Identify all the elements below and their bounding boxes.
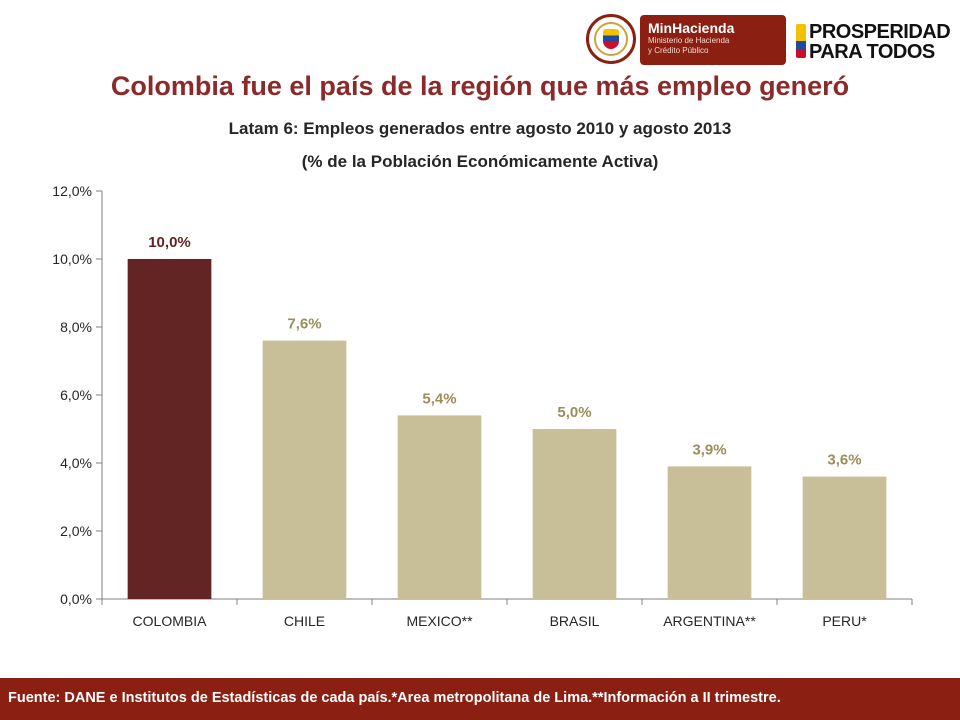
data-label: 10,0% [148, 234, 191, 251]
seal-shield-icon [603, 29, 619, 49]
x-tick-label: BRASIL [550, 613, 600, 629]
x-tick-label: COLOMBIA [133, 613, 208, 629]
bar-chart: 0,0% 2,0% 4,0% 6,0% 8,0% 10,0% 12,0% 10,0% COLOM… [52, 183, 913, 629]
ministry-subtitle-2: y Crédito Público [648, 46, 709, 55]
slogan-line-1: PROSPERIDAD [809, 21, 951, 43]
bar [262, 340, 347, 599]
y-tick-label: 12,0% [52, 183, 92, 199]
y-tick-label: 2,0% [60, 523, 92, 539]
x-tick-label: ARGENTINA** [663, 613, 756, 629]
data-label: 7,6% [287, 316, 321, 333]
bar [532, 429, 617, 599]
ministry-name: MinHacienda [648, 20, 735, 36]
ministry-subtitle-1: Ministerio de Hacienda [648, 36, 730, 45]
x-tick-label: MEXICO** [406, 613, 473, 629]
seal-ring [594, 22, 628, 56]
bar [397, 415, 482, 599]
y-tick-label: 0,0% [60, 591, 92, 607]
y-tick-label: 10,0% [52, 251, 92, 267]
chart-title: Latam 6: Empleos generados entre agosto … [228, 119, 732, 138]
x-tick-label: CHILE [284, 613, 325, 629]
data-label: 5,0% [557, 404, 591, 421]
y-tick-label: 4,0% [60, 455, 92, 471]
y-tick-label: 8,0% [60, 319, 92, 335]
chart-subtitle: (% de la Población Económicamente Activa… [301, 152, 659, 171]
prosperidad-logo: PROSPERIDAD PARA TODOS [796, 18, 952, 64]
y-tick-label: 6,0% [60, 387, 92, 403]
x-tick-label: PERU* [822, 613, 867, 629]
colombia-seal-logo [586, 14, 636, 64]
data-label: 5,4% [422, 390, 456, 407]
bar [127, 259, 212, 599]
data-label: 3,6% [827, 452, 861, 469]
footer-bar: Fuente: DANE e Institutos de Estadística… [0, 678, 960, 720]
slogan-line-2: PARA TODOS [809, 41, 935, 63]
data-label: 3,9% [692, 441, 726, 458]
slide-title: Colombia fue el país de la región que má… [110, 71, 850, 101]
bar [667, 466, 752, 599]
colombia-flag-icon [796, 24, 806, 58]
minhacienda-logo: MinHacienda Ministerio de Hacienda y Cré… [640, 15, 786, 65]
bar [802, 476, 887, 599]
footer-source: Fuente: DANE e Institutos de Estadística… [8, 690, 781, 706]
